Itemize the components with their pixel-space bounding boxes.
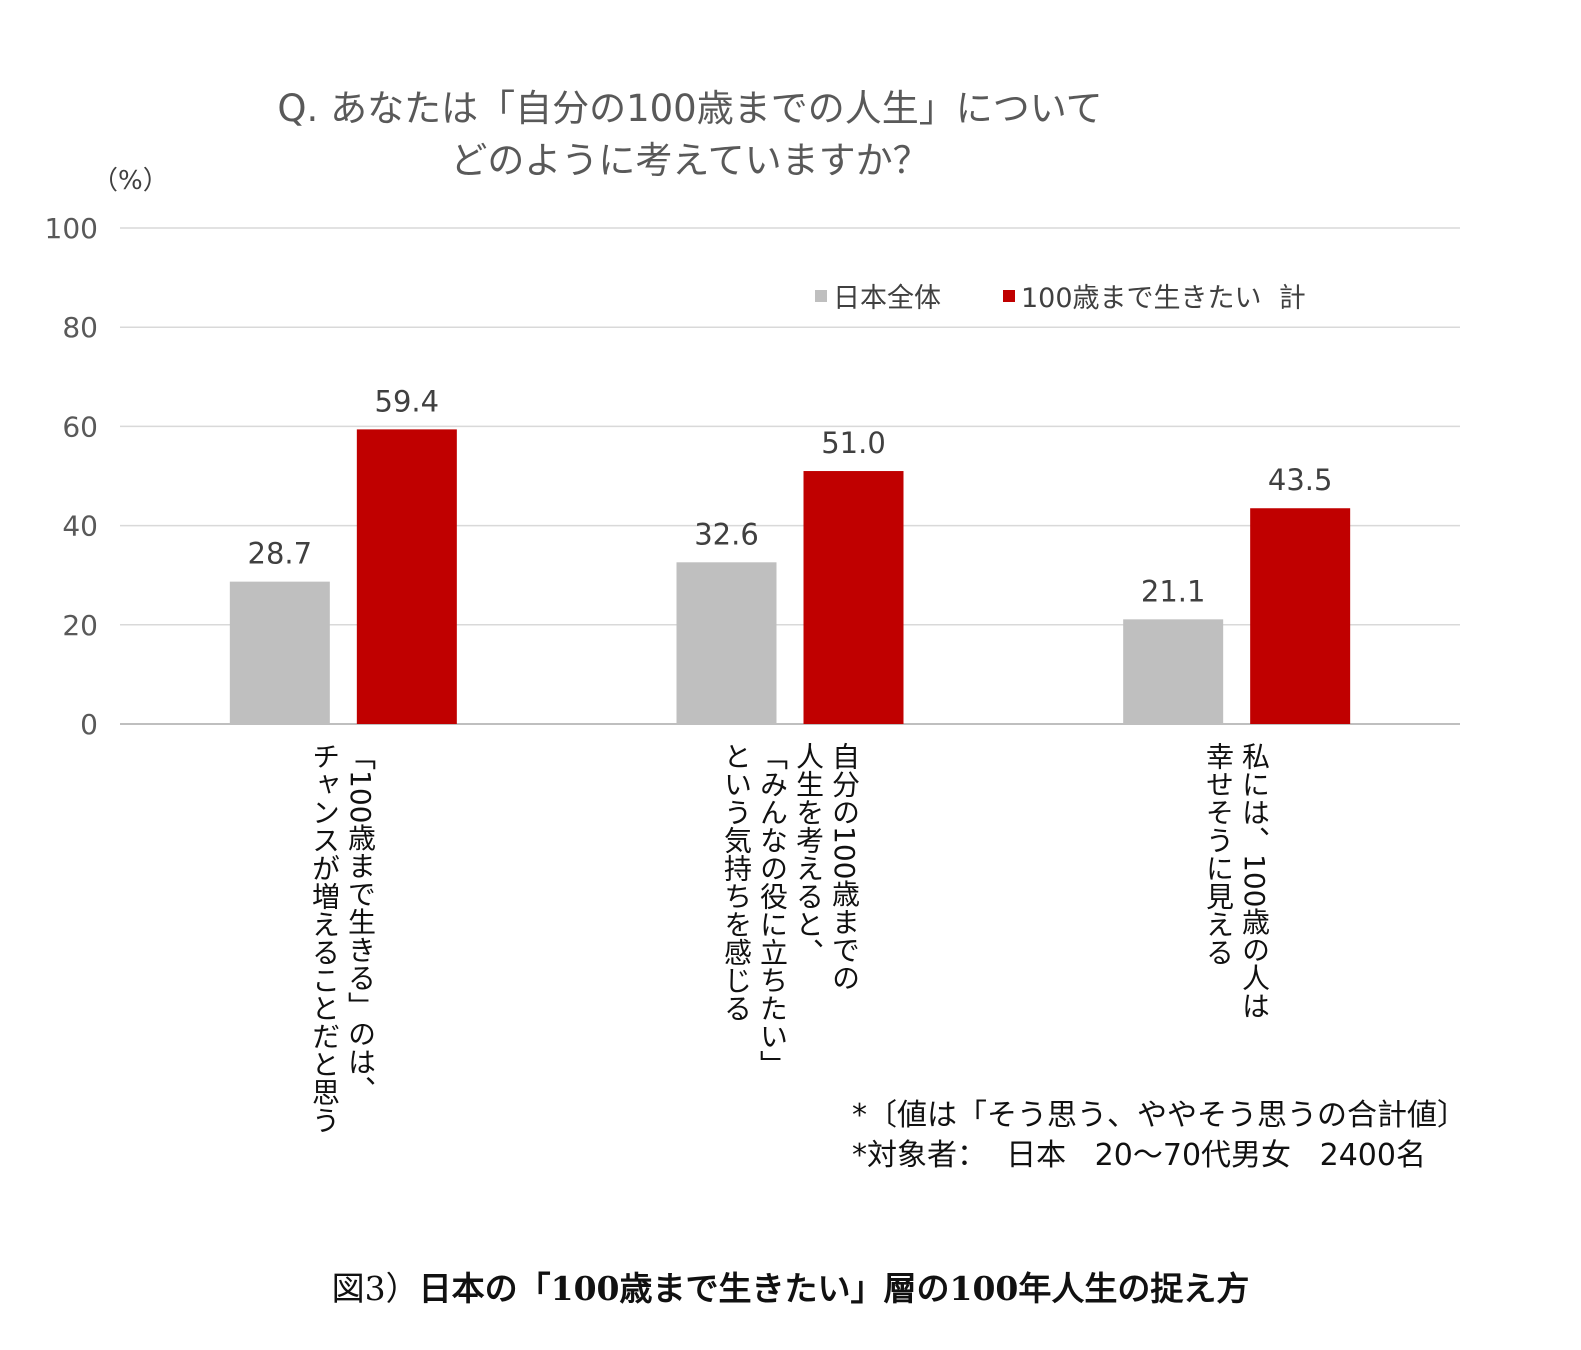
y-tick-label-20: 20 bbox=[62, 609, 98, 642]
data-label-series1-cat3: 21.1 bbox=[1141, 574, 1206, 608]
bar-series2-cat3 bbox=[1250, 508, 1351, 724]
y-tick-label-0: 0 bbox=[80, 708, 98, 741]
legend-swatch-red bbox=[1003, 289, 1015, 302]
data-label-series2-cat2: 51.0 bbox=[821, 426, 886, 460]
y-tick-label-80: 80 bbox=[62, 311, 98, 344]
category-3-line-2: 幸せそうに見える bbox=[1202, 742, 1235, 966]
chart-title-line1: Q. あなたは「自分の100歳までの人生」について bbox=[277, 87, 1103, 130]
category-label-1: 「100歳まで生きる」のは、 チャンスが増えることだと思う bbox=[306, 742, 378, 1134]
legend-label-japan-overall: 日本全体 bbox=[833, 283, 941, 314]
category-2-line-4: という気持ちを感じる bbox=[720, 742, 753, 1022]
bar-series2-cat2 bbox=[803, 471, 904, 724]
legend-label-want-100: 100歳まで生きたい 計 bbox=[1021, 283, 1306, 314]
figure-caption-prefix: 図3） bbox=[331, 1269, 419, 1308]
category-1-line-2: チャンスが増えることだと思う bbox=[308, 742, 341, 1134]
y-axis-unit-label: （%） bbox=[92, 166, 169, 196]
note-values: *〔値は「そう思う、ややそう思うの合計値〕 bbox=[852, 1098, 1467, 1133]
y-tick-label-100: 100 bbox=[45, 212, 98, 245]
figure-caption-text: 日本の「100歳まで生きたい」層の100年人生の捉え方 bbox=[418, 1269, 1250, 1308]
legend-item-want-100: 100歳まで生きたい 計 bbox=[1003, 276, 1306, 315]
legend-swatch-gray bbox=[815, 289, 827, 302]
data-label-series1-cat2: 32.6 bbox=[694, 517, 759, 551]
data-label-series1-cat1: 28.7 bbox=[248, 537, 313, 571]
bar-series2-cat1 bbox=[356, 429, 457, 724]
y-tick-label-40: 40 bbox=[62, 510, 98, 543]
category-label-3: 私には、100歳の人は 幸せそうに見える bbox=[1200, 742, 1272, 1019]
figure-caption: 図3）日本の「100歳まで生きたい」層の100年人生の捉え方 bbox=[0, 1262, 1581, 1310]
data-label-series2-cat3: 43.5 bbox=[1268, 463, 1333, 497]
category-3-line-1: 私には、100歳の人は bbox=[1238, 742, 1271, 1020]
note-respondents: *対象者： 日本 20～70代男女 2400名 bbox=[852, 1138, 1426, 1173]
category-2-line-3: 「みんなの役に立ちたい」 bbox=[756, 742, 789, 1078]
bar-series1-cat3 bbox=[1123, 619, 1224, 724]
data-label-series2-cat1: 59.4 bbox=[375, 384, 440, 418]
chart-title-line2: どのように考えていますか？ bbox=[450, 139, 930, 182]
category-1-line-1: 「100歳まで生きる」のは、 bbox=[344, 742, 377, 1104]
category-label-2: 自分の100歳までの 人生を考えると、 「みんなの役に立ちたい」 という気持ちを… bbox=[718, 742, 862, 1078]
bar-series1-cat2 bbox=[676, 562, 777, 724]
category-2-line-1: 自分の100歳までの bbox=[828, 742, 861, 992]
bar-series1-cat1 bbox=[229, 581, 330, 724]
category-2-line-2: 人生を考えると、 bbox=[792, 742, 825, 966]
legend-item-japan-overall: 日本全体 bbox=[815, 276, 941, 315]
y-tick-label-60: 60 bbox=[62, 410, 98, 443]
